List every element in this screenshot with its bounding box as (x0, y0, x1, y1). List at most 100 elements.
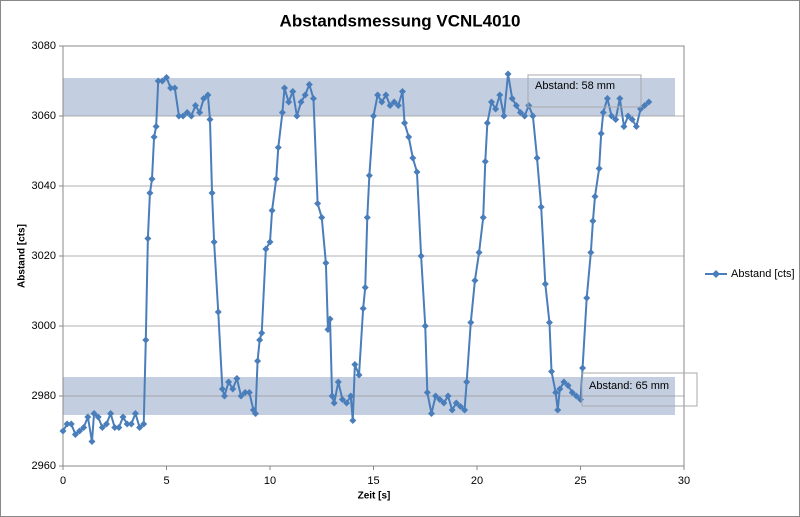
data-point (67, 420, 75, 428)
data-point (266, 238, 274, 246)
chart-title: Abstandsmessung VCNL4010 (280, 11, 521, 30)
data-point (616, 95, 624, 102)
data-point (76, 427, 84, 435)
data-point (158, 77, 166, 85)
data-point (245, 389, 253, 396)
data-point (154, 77, 162, 85)
data-point (394, 102, 402, 109)
data-point (225, 378, 233, 386)
data-point (436, 396, 444, 403)
data-point (496, 91, 504, 99)
data-point (359, 305, 367, 312)
data-point (171, 84, 179, 92)
data-point (440, 399, 448, 407)
data-point (595, 165, 603, 172)
data-point (564, 382, 572, 389)
data-point (541, 280, 549, 288)
data-point (293, 112, 301, 120)
data-point (191, 102, 199, 109)
data-point (326, 315, 334, 323)
data-point (432, 392, 440, 400)
data-point (71, 431, 79, 438)
y-axis-label: Abstand [cts] (17, 224, 28, 288)
data-point (591, 193, 599, 200)
data-point (229, 385, 237, 393)
data-point (84, 413, 92, 421)
data-point (560, 378, 568, 386)
data-point (144, 235, 152, 242)
x-tick-label: 30 (678, 475, 690, 487)
data-point (349, 417, 357, 424)
data-point (63, 420, 71, 428)
data-point (254, 357, 262, 365)
data-point (351, 361, 359, 368)
data-point (421, 322, 429, 330)
y-tick-label: 3080 (32, 40, 56, 52)
data-point (500, 112, 508, 120)
data-point (572, 392, 580, 400)
data-point (579, 364, 587, 372)
data-point (587, 249, 595, 256)
data-point (102, 420, 110, 428)
data-point (413, 168, 421, 176)
data-point (233, 375, 241, 382)
data-point (183, 109, 191, 116)
data-point (218, 385, 226, 393)
data-point (148, 175, 156, 183)
data-point (545, 319, 553, 326)
data-point (136, 424, 144, 431)
data-point (334, 378, 342, 386)
data-point (119, 413, 127, 421)
data-point (554, 406, 562, 414)
data-point (90, 410, 98, 417)
legend-label: Abstand [cts] (731, 268, 795, 280)
data-point (309, 95, 317, 102)
data-point (268, 207, 276, 214)
data-point (361, 284, 369, 291)
data-point (220, 392, 228, 400)
data-point (142, 336, 150, 344)
data-point (452, 399, 460, 407)
data-point (409, 154, 417, 162)
data-point (427, 410, 435, 417)
data-point (471, 277, 479, 284)
data-point (583, 294, 591, 302)
data-point (237, 392, 245, 400)
data-point (417, 252, 425, 260)
data-point (115, 424, 123, 431)
x-tick-label: 10 (264, 475, 276, 487)
y-tick-label: 2960 (32, 460, 56, 472)
data-point (324, 326, 332, 333)
x-axis-label: Zeit [s] (358, 491, 391, 502)
data-point (386, 102, 394, 109)
y-tick-label: 2980 (32, 390, 56, 402)
data-point (365, 172, 373, 179)
data-point (314, 200, 322, 207)
data-point (444, 392, 452, 400)
data-point (131, 410, 139, 417)
data-point (405, 133, 413, 141)
data-point (483, 119, 491, 127)
data-point (620, 123, 628, 130)
data-point (508, 95, 516, 102)
data-point (301, 91, 309, 99)
data-point (603, 95, 611, 102)
data-point (262, 245, 270, 253)
data-point (107, 410, 115, 417)
data-point (328, 392, 336, 400)
data-point (208, 189, 216, 197)
x-tick-label: 25 (574, 475, 586, 487)
data-point (382, 91, 390, 99)
data-point (599, 109, 607, 116)
data-point (318, 214, 326, 221)
data-point (196, 109, 204, 116)
y-tick-label: 3000 (32, 320, 56, 332)
data-point (206, 116, 214, 123)
data-point (200, 95, 208, 102)
data-point (258, 329, 266, 337)
data-point (280, 84, 288, 92)
data-point (504, 70, 512, 78)
x-tick-label: 0 (60, 475, 66, 487)
data-point (80, 424, 88, 431)
data-point (632, 123, 640, 130)
